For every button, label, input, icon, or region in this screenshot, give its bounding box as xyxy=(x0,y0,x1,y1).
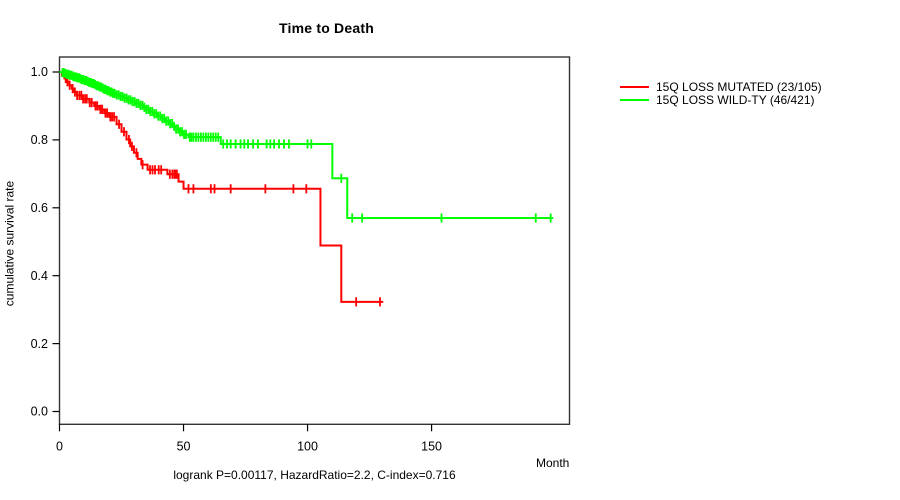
x-tick-label: 150 xyxy=(421,439,442,453)
x-tick-label: 0 xyxy=(56,439,63,453)
y-tick-label: 0.2 xyxy=(31,337,48,351)
legend-swatch-green-line xyxy=(620,99,649,102)
legend-item-mutated: 15Q LOSS MUTATED (23/105) xyxy=(620,80,822,94)
legend: 15Q LOSS MUTATED (23/105) 15Q LOSS WILD-… xyxy=(620,80,822,107)
chart-title: Time to Death xyxy=(279,20,374,36)
legend-label-wildtype: 15Q LOSS WILD-TY (46/421) xyxy=(656,93,815,108)
legend-label-mutated: 15Q LOSS MUTATED (23/105) xyxy=(656,79,822,94)
legend-swatch-red-line xyxy=(620,85,649,88)
y-tick-label: 0.6 xyxy=(31,201,48,215)
legend-item-wildtype: 15Q LOSS WILD-TY (46/421) xyxy=(620,93,822,108)
x-tick-label: 100 xyxy=(297,439,318,453)
x-axis-title: Month xyxy=(536,456,570,470)
x-tick-label: 50 xyxy=(177,439,191,453)
footer-statistics: logrank P=0.00117, HazardRatio=2.2, C-in… xyxy=(173,468,456,482)
plot-frame xyxy=(58,56,571,425)
y-tick-label: 1.0 xyxy=(31,65,48,79)
survival-curve-0 xyxy=(59,71,384,303)
y-tick-label: 0.0 xyxy=(31,405,48,419)
y-tick-label: 0.8 xyxy=(31,133,48,147)
y-tick-label: 0.4 xyxy=(31,269,48,283)
survival-curve-1 xyxy=(59,71,554,219)
